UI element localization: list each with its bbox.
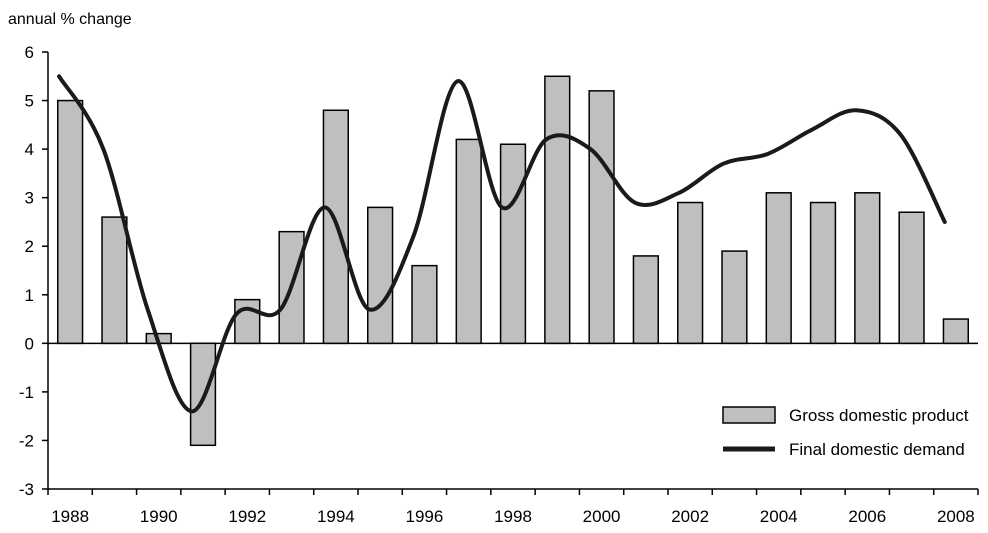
y-tick-label: 4	[25, 140, 34, 159]
y-tick-label: 0	[25, 334, 34, 353]
bar-series	[56, 75, 970, 447]
x-tick-label: 2002	[671, 507, 709, 526]
bar-2003	[721, 250, 748, 345]
bar-2008	[942, 318, 970, 345]
bar-1998	[499, 143, 527, 345]
legend-swatch-gdp	[722, 406, 776, 424]
y-tick-label: 1	[25, 286, 34, 305]
x-tick-label: 1990	[140, 507, 178, 526]
legend-label-gdp: Gross domestic product	[789, 406, 969, 425]
y-tick-label: 2	[25, 237, 34, 256]
y-tick-label: 6	[25, 43, 34, 62]
y-tick-label: -2	[19, 431, 34, 450]
bar-2002	[676, 201, 704, 345]
y-tick-label: -1	[19, 383, 34, 402]
x-tick-label: 1996	[406, 507, 444, 526]
y-tick-label: 5	[25, 92, 34, 111]
x-tick-label: 2006	[848, 507, 886, 526]
line-series	[57, 74, 947, 414]
x-tick-label: 2004	[760, 507, 798, 526]
x-tick-label: 1994	[317, 507, 355, 526]
bar-1999	[544, 75, 571, 345]
bar-1989	[101, 216, 128, 345]
bar-1997	[455, 138, 482, 345]
y-axis-title: annual % change	[8, 11, 132, 28]
bar-1993	[278, 230, 305, 345]
x-tick-label: 1992	[228, 507, 266, 526]
x-tick-label: 2008	[937, 507, 975, 526]
y-tick-label: -3	[19, 480, 34, 499]
bar-2006	[854, 192, 881, 345]
x-tick-label: 1998	[494, 507, 532, 526]
x-tick-label: 1988	[51, 507, 89, 526]
bar-2004	[765, 192, 792, 345]
x-tick-label: 2000	[583, 507, 621, 526]
bar-1992	[234, 298, 261, 345]
y-axis: -3 -2 -1 0 1 2 3 4 5 6	[19, 43, 49, 499]
bar-2007	[898, 211, 925, 345]
bar-2000	[588, 90, 615, 345]
y-tick-label: 3	[25, 189, 34, 208]
bar-2005	[809, 201, 837, 345]
bar-1995	[366, 206, 394, 345]
bar-1996	[411, 264, 438, 345]
x-axis: 1988 1990 1992 1994 1996 1998 2000 2002 2004 2006…	[47, 342, 979, 526]
bar-2001	[632, 255, 660, 345]
legend-label-fdd: Final domestic demand	[789, 440, 965, 459]
legend: Gross domestic product Final domestic de…	[722, 406, 969, 459]
bar-1988	[56, 99, 84, 345]
